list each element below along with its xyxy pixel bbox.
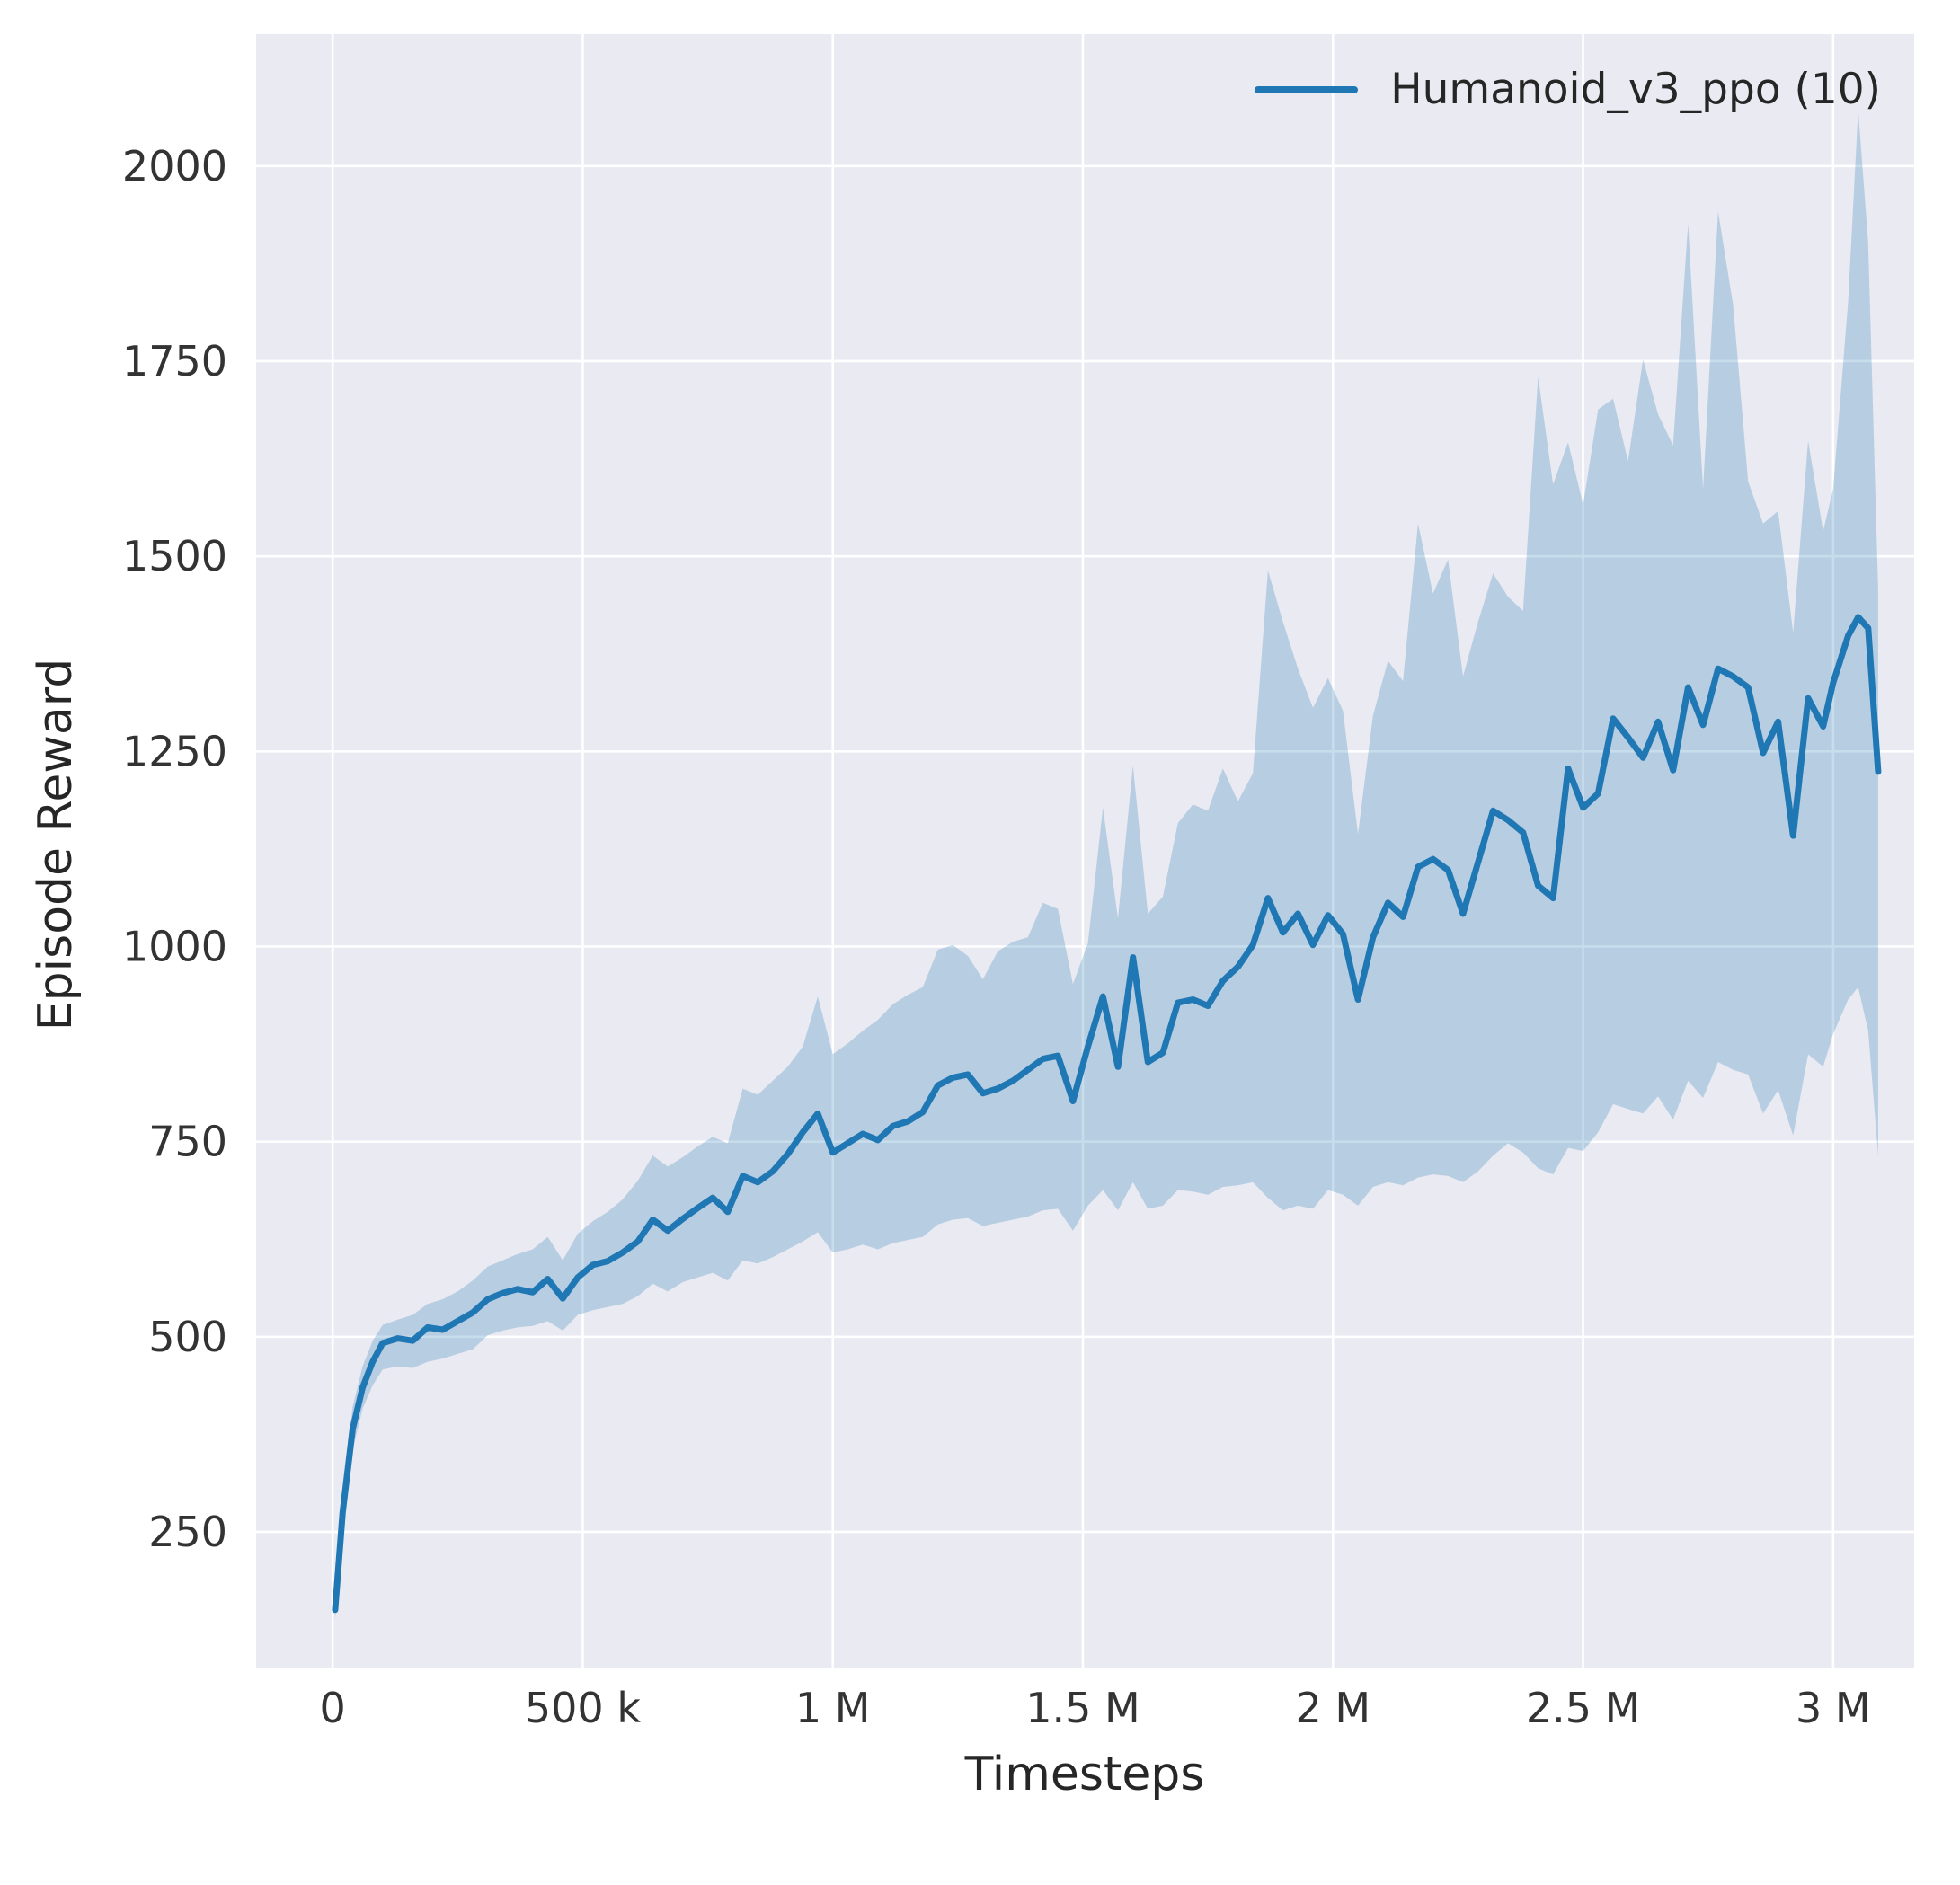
mean-reward-line — [332, 614, 1882, 1614]
y-tick-label: 1500 — [122, 532, 227, 580]
y-tick-label: 750 — [148, 1118, 227, 1166]
y-tick-label: 1000 — [122, 922, 227, 970]
gridlines — [256, 34, 1914, 1668]
legend-line-swatch — [1255, 85, 1359, 93]
legend-series-label: Humanoid_v3_ppo (10) — [1390, 65, 1881, 114]
legend: Humanoid_v3_ppo (10) — [1255, 65, 1881, 114]
x-tick-label: 1 M — [795, 1684, 871, 1732]
x-tick-label: 3 M — [1796, 1684, 1871, 1732]
y-tick-label: 1750 — [122, 337, 227, 385]
y-axis-label: Episode Reward — [29, 658, 83, 1031]
x-tick-label: 2.5 M — [1526, 1684, 1640, 1732]
x-tick-label: 500 k — [525, 1684, 641, 1732]
y-tick-label: 500 — [148, 1313, 227, 1361]
x-axis-label: Timesteps — [964, 1748, 1205, 1801]
x-tick-label: 2 M — [1295, 1684, 1370, 1732]
y-tick-label: 1250 — [122, 727, 227, 775]
plot-background — [256, 34, 1914, 1668]
x-tick-label: 1.5 M — [1025, 1684, 1140, 1732]
x-tick-label: 0 — [320, 1684, 346, 1732]
y-tick-label: 2000 — [122, 142, 227, 190]
confidence-band — [334, 110, 1878, 1620]
y-tick-label: 250 — [148, 1508, 227, 1556]
